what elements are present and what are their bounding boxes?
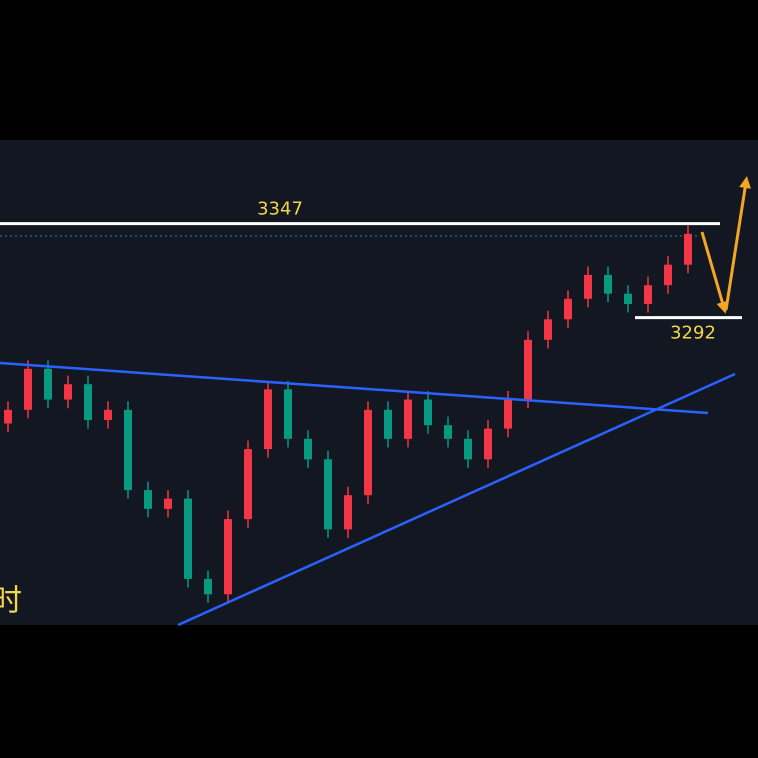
- candle-body: [644, 285, 652, 304]
- candle-body: [464, 438, 472, 460]
- caption: 时: [0, 584, 22, 619]
- candle-body: [364, 409, 372, 496]
- candle-body: [624, 293, 632, 304]
- candle-body: [204, 578, 212, 595]
- candle-body: [564, 298, 572, 320]
- candle-body: [24, 368, 32, 410]
- trendline: [0, 361, 709, 415]
- candle-body: [304, 438, 312, 460]
- candle-body: [604, 274, 612, 294]
- candle-body: [664, 264, 672, 286]
- candle-body: [244, 449, 252, 520]
- candle-body: [84, 384, 92, 421]
- candle-body: [384, 409, 392, 439]
- candle-body: [184, 498, 192, 579]
- candle-body: [684, 233, 692, 265]
- candle-body: [164, 498, 172, 509]
- candle-body: [124, 409, 132, 491]
- candle-body: [504, 399, 512, 429]
- candle-body: [444, 425, 452, 439]
- level-label: 3292: [670, 323, 716, 344]
- arrow: [700, 231, 729, 314]
- candle-body: [224, 519, 232, 595]
- candle-body: [104, 409, 112, 421]
- candle-body: [484, 428, 492, 460]
- candle-body: [264, 389, 272, 450]
- candle-body: [4, 409, 12, 424]
- candle-body: [424, 399, 432, 426]
- candle-body: [544, 319, 552, 340]
- candles: [4, 225, 692, 603]
- candle-body: [144, 490, 152, 509]
- candle-body: [64, 384, 72, 400]
- candle-body: [404, 399, 412, 439]
- arrow: [724, 176, 752, 311]
- candle-body: [344, 495, 352, 530]
- candle-body: [324, 459, 332, 530]
- candle-body: [284, 389, 292, 439]
- candle-body: [44, 368, 52, 400]
- chart-panel: [0, 140, 758, 625]
- candle-body: [584, 274, 592, 299]
- candle-body: [524, 339, 532, 400]
- level-label: 3347: [257, 199, 303, 220]
- trendline: [177, 372, 736, 627]
